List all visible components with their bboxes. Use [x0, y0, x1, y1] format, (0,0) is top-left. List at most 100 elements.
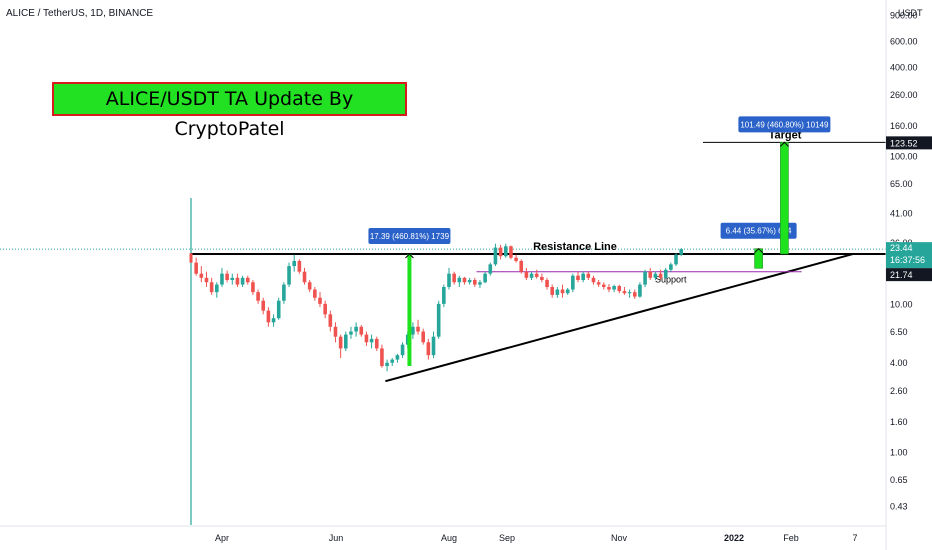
- candle-body: [385, 362, 389, 367]
- candle-body: [514, 257, 518, 261]
- x-tick-label: Aug: [441, 533, 457, 543]
- y-tick-label: 1.00: [890, 447, 908, 457]
- candle-body: [447, 273, 451, 288]
- candle-body: [648, 271, 653, 278]
- candle-body: [622, 291, 627, 294]
- measure-box: [720, 222, 797, 239]
- candle-body: [576, 275, 580, 280]
- candles: [189, 243, 683, 372]
- candle-body: [612, 286, 616, 290]
- candle-body: [669, 264, 673, 270]
- y-tick-label: 41.00: [890, 209, 913, 219]
- candle-body: [524, 271, 529, 278]
- candle-body: [328, 314, 333, 327]
- candle-body: [349, 331, 353, 335]
- candle-body: [344, 334, 348, 349]
- candle-body: [679, 249, 683, 255]
- y-tick-label: 900.00: [890, 10, 918, 20]
- candle-body: [643, 271, 647, 285]
- level-tag-value: 123.52: [890, 138, 918, 148]
- candle-body: [245, 277, 250, 283]
- candle-body: [581, 273, 585, 280]
- arrow-head: [405, 253, 414, 259]
- y-tick-label: 1.60: [890, 417, 908, 427]
- candle-body: [534, 273, 539, 277]
- x-tick-label: Jun: [329, 533, 344, 543]
- x-tick-label: 2022: [724, 533, 744, 543]
- candle-body: [271, 318, 276, 323]
- x-tick-label: Nov: [611, 533, 628, 543]
- candle-body: [545, 279, 549, 288]
- projection-bar: [780, 142, 789, 255]
- candle-body: [565, 289, 570, 294]
- candle-body: [638, 284, 642, 297]
- candle-body: [503, 246, 508, 257]
- candle-body: [297, 260, 302, 272]
- candle-body: [318, 297, 322, 304]
- x-tick-label: Feb: [783, 533, 799, 543]
- candle-body: [199, 273, 204, 278]
- candle-body: [431, 336, 436, 356]
- y-tick-label: 2.60: [890, 386, 908, 396]
- candle-body: [374, 338, 379, 349]
- y-tick-label: 4.00: [890, 358, 908, 368]
- candle-body: [617, 286, 622, 292]
- candle-body: [364, 334, 369, 343]
- candle-body: [452, 273, 456, 283]
- x-tick-label: Apr: [215, 533, 229, 543]
- support-label: Support: [655, 275, 687, 285]
- y-tick-label: 160.00: [890, 121, 918, 131]
- candle-body: [323, 303, 327, 315]
- y-tick-label: 65.00: [890, 179, 913, 189]
- level-tag-value: 21.74: [890, 270, 913, 280]
- candle-body: [653, 273, 658, 278]
- candle-body: [462, 277, 467, 283]
- candle-body: [230, 277, 235, 280]
- x-tick-label: Sep: [499, 533, 515, 543]
- candle-body: [457, 277, 462, 283]
- symbol-title[interactable]: ALICE / TetherUS, 1D, BINANCE: [6, 8, 154, 19]
- candle-body: [555, 289, 560, 295]
- candle-body: [354, 326, 358, 332]
- candle-body: [235, 277, 240, 285]
- candle-body: [426, 342, 431, 356]
- arrow-head: [780, 141, 789, 147]
- candle-body: [498, 247, 503, 257]
- candle-body: [421, 331, 425, 343]
- candle-body: [473, 279, 477, 285]
- candle-body: [225, 273, 229, 280]
- candle-body: [204, 277, 209, 283]
- candle-body: [400, 344, 405, 356]
- current-price-value: 23.44: [890, 243, 913, 253]
- candle-body: [380, 348, 384, 367]
- analysis-banner: ALICE/USDT TA Update By CryptoPatel: [52, 82, 407, 140]
- candle-body: [266, 310, 271, 323]
- candle-body: [596, 282, 601, 285]
- candle-body: [333, 326, 338, 337]
- candle-body: [209, 282, 214, 293]
- projections: 17.39 (460.81%) 1739 6.44 (35.67%) 644 101…: [368, 116, 831, 367]
- y-tick-label: 260.00: [890, 90, 918, 100]
- candle-body: [194, 262, 198, 274]
- measure-label: 101.49 (460.80%) 10149: [740, 120, 829, 129]
- candle-body: [215, 284, 219, 293]
- candle-body: [509, 246, 513, 258]
- candle-body: [359, 326, 364, 335]
- candle-body: [292, 260, 296, 267]
- x-tick-label: 7: [852, 533, 857, 543]
- candle-body: [369, 338, 374, 343]
- candle-body: [390, 359, 395, 363]
- candle-body: [313, 289, 317, 298]
- candle-body: [338, 336, 343, 349]
- candle-body: [560, 289, 565, 294]
- candle-body: [571, 275, 575, 290]
- candle-body: [467, 279, 472, 283]
- y-tick-label: 6.50: [890, 327, 908, 337]
- candle-body: [276, 300, 281, 319]
- candle-body: [488, 264, 493, 274]
- candle-body: [240, 277, 245, 285]
- y-tick-label: 0.43: [890, 502, 908, 512]
- candle-body: [411, 326, 415, 335]
- candle-body: [519, 260, 524, 272]
- candle-body: [307, 282, 312, 290]
